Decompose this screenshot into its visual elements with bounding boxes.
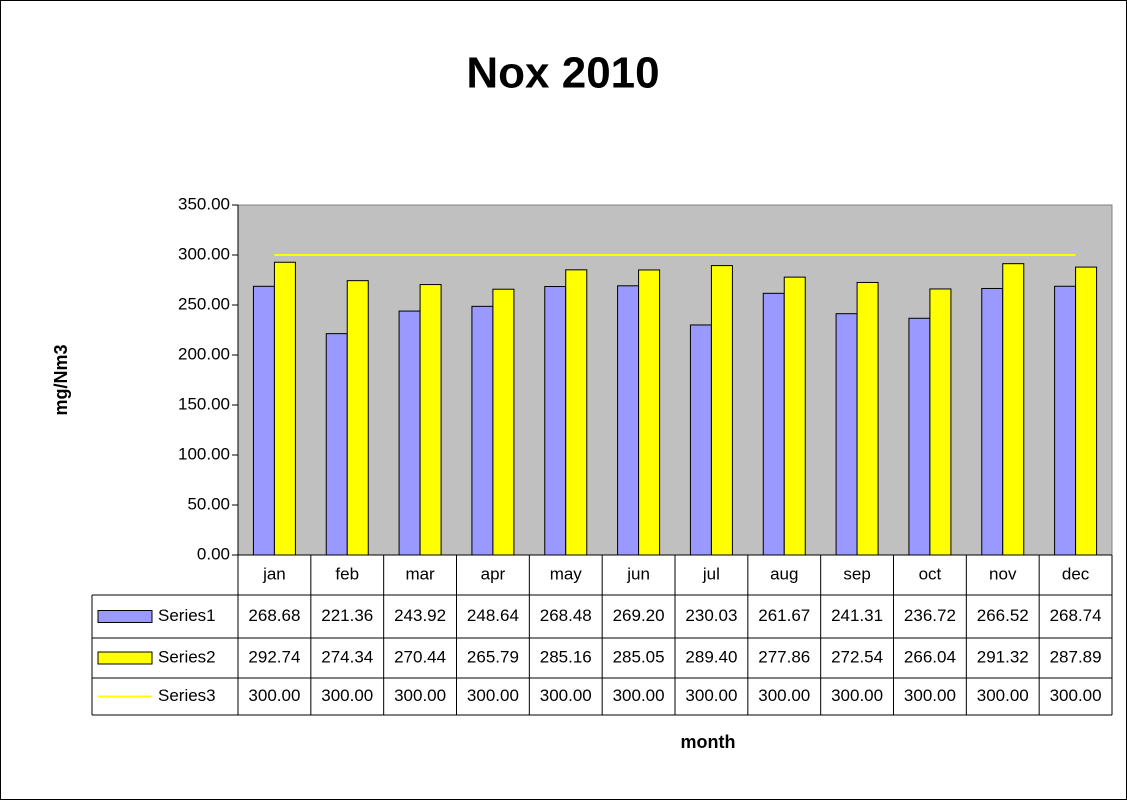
table-value: 265.79: [467, 647, 519, 666]
x-tick-label: jun: [626, 564, 650, 583]
bar: [419, 284, 442, 556]
y-tick-label: 350.00: [178, 194, 230, 213]
table-value: 300.00: [613, 686, 665, 705]
chart-title: Nox 2010: [466, 49, 659, 98]
table-value: 277.86: [758, 647, 810, 666]
legend-key: [97, 651, 153, 665]
x-tick-label: jan: [262, 564, 286, 583]
bar: [908, 317, 931, 556]
y-tick-label: 250.00: [178, 294, 230, 313]
bar: [1054, 285, 1077, 556]
bar: [929, 288, 952, 556]
bar: [856, 281, 879, 556]
x-tick-label: sep: [843, 564, 870, 583]
table-value: 274.34: [321, 647, 373, 666]
table-value: 285.05: [613, 647, 665, 666]
bar: [981, 287, 1004, 556]
table-value: 300.00: [467, 686, 519, 705]
x-tick-label: mar: [405, 564, 435, 583]
bar: [689, 324, 712, 556]
x-axis-label: month: [681, 732, 736, 752]
bar: [273, 261, 296, 556]
x-tick-label: feb: [335, 564, 359, 583]
legend-label: Series1: [158, 606, 216, 625]
bar: [325, 333, 348, 556]
bar: [471, 305, 494, 556]
y-tick-label: 0.00: [197, 544, 230, 563]
table-value: 300.00: [1050, 686, 1102, 705]
y-axis-label: mg/Nm3: [51, 344, 71, 415]
y-tick-label: 50.00: [187, 494, 230, 513]
table-value: 287.89: [1050, 647, 1102, 666]
bar: [638, 269, 661, 556]
bar: [1075, 266, 1098, 556]
bar: [1002, 263, 1025, 556]
y-tick-label: 150.00: [178, 394, 230, 413]
table-value: 248.64: [467, 606, 519, 625]
table-value: 285.16: [540, 647, 592, 666]
bar: [492, 288, 515, 556]
x-tick-label: apr: [481, 564, 506, 583]
table-value: 241.31: [831, 606, 883, 625]
table-value: 272.54: [831, 647, 883, 666]
legend-label: Series3: [158, 686, 216, 705]
bar: [710, 265, 733, 556]
table-value: 261.67: [758, 606, 810, 625]
table-value: 243.92: [394, 606, 446, 625]
x-tick-label: dec: [1062, 564, 1090, 583]
x-tick-label: may: [550, 564, 583, 583]
table-value: 300.00: [758, 686, 810, 705]
table-value: 221.36: [321, 606, 373, 625]
table-value: 300.00: [321, 686, 373, 705]
bar: [398, 310, 421, 556]
table-value: 266.52: [977, 606, 1029, 625]
bar: [544, 286, 567, 556]
table-value: 300.00: [904, 686, 956, 705]
bar: [346, 280, 369, 556]
y-tick-label: 100.00: [178, 444, 230, 463]
table-value: 291.32: [977, 647, 1029, 666]
table-value: 300.00: [977, 686, 1029, 705]
bar: [565, 269, 588, 556]
table-value: 270.44: [394, 647, 446, 666]
x-tick-label: jul: [702, 564, 720, 583]
legend-key: [97, 610, 153, 623]
bar: [835, 313, 858, 556]
table-value: 300.00: [540, 686, 592, 705]
table-value: 236.72: [904, 606, 956, 625]
bar: [617, 285, 640, 556]
table-value: 230.03: [685, 606, 737, 625]
bar: [762, 292, 785, 556]
table-value: 268.68: [248, 606, 300, 625]
table-value: 300.00: [394, 686, 446, 705]
table-value: 269.20: [613, 606, 665, 625]
table-value: 266.04: [904, 647, 956, 666]
table-value: 300.00: [248, 686, 300, 705]
bar: [252, 285, 275, 556]
bar: [783, 276, 806, 556]
table-value: 289.40: [685, 647, 737, 666]
x-tick-label: nov: [989, 564, 1017, 583]
x-tick-label: aug: [770, 564, 798, 583]
x-tick-label: oct: [919, 564, 942, 583]
y-tick-label: 300.00: [178, 244, 230, 263]
legend-label: Series2: [158, 647, 216, 666]
plot-area: [237, 204, 1113, 556]
table-value: 300.00: [831, 686, 883, 705]
table-value: 268.48: [540, 606, 592, 625]
y-tick-label: 200.00: [178, 344, 230, 363]
table-value: 300.00: [685, 686, 737, 705]
table-value: 268.74: [1050, 606, 1102, 625]
table-value: 292.74: [248, 647, 300, 666]
